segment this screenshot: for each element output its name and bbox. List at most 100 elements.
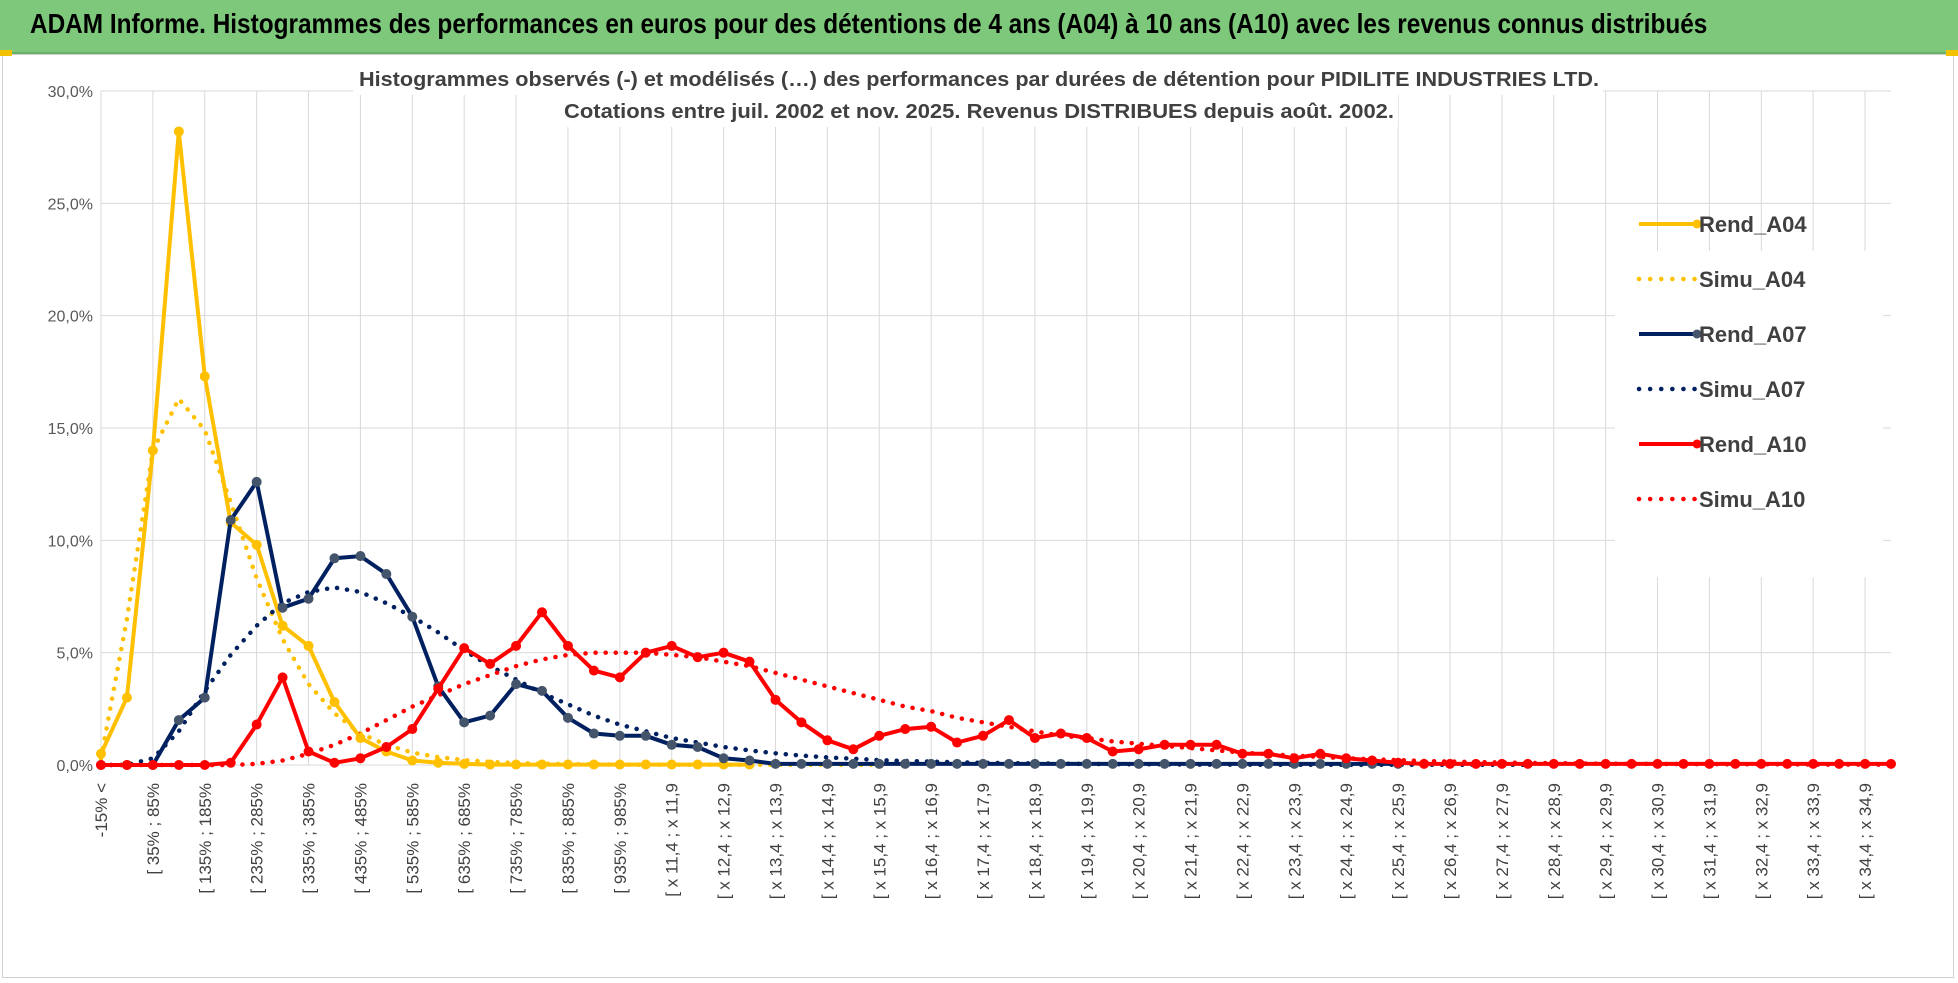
data-point	[1496, 758, 1507, 769]
x-tick-label: [ x 28,4 ; x 28,9	[1545, 783, 1564, 899]
series-line-simu_a07	[98, 585, 1531, 768]
data-point	[1522, 758, 1533, 769]
data-point	[1237, 748, 1248, 759]
data-point	[537, 685, 548, 696]
data-point	[1081, 733, 1092, 744]
chart-title: Histogrammes observés (-) et modélisés (…	[359, 69, 1599, 91]
data-point	[1393, 757, 1404, 768]
corner-mark-right	[1946, 50, 1958, 56]
x-tick-label: [ 235% ; 285%	[248, 783, 267, 894]
legend-item-rend_a10: Rend_A10	[1639, 432, 1807, 457]
data-point	[1107, 746, 1118, 757]
legend-item-simu_a10: Simu_A10	[1636, 487, 1805, 512]
corner-mark-left	[0, 50, 12, 56]
data-point	[1133, 744, 1144, 755]
data-point	[744, 656, 755, 667]
data-point	[770, 758, 781, 769]
legend-label: Simu_A10	[1699, 487, 1805, 512]
data-point	[381, 569, 392, 580]
data-point	[355, 753, 366, 764]
x-tick-label: [ x 14,4 ; x 14,9	[818, 783, 837, 899]
legend-item-simu_a04: Simu_A04	[1636, 267, 1806, 292]
data-point	[614, 759, 625, 770]
series-line-rend_a07	[101, 479, 1399, 767]
data-point	[666, 759, 677, 770]
data-point	[1652, 758, 1663, 769]
data-point	[562, 640, 573, 651]
series-simu_a10	[98, 650, 1894, 768]
data-point	[1185, 758, 1196, 769]
data-point	[1055, 758, 1066, 769]
chart-legend: Rend_A04 Simu_A04 Rend_A07 Simu_A07 Rend_A10…	[1615, 212, 1883, 577]
y-tick-label: 20,0%	[48, 309, 93, 326]
data-point	[407, 724, 418, 735]
data-point	[303, 593, 314, 604]
x-tick-label: [ 935% ; 985%	[611, 783, 630, 894]
x-tick-label: -15% <	[92, 783, 111, 837]
data-point	[666, 640, 677, 651]
data-point	[1289, 753, 1300, 764]
data-point	[640, 759, 651, 770]
data-point	[251, 539, 262, 550]
data-point	[303, 746, 314, 757]
data-point	[96, 760, 106, 770]
x-tick-label: [ 635% ; 685%	[455, 783, 474, 894]
x-tick-label: [ 835% ; 885%	[559, 783, 578, 894]
data-point	[199, 692, 210, 703]
x-tick-label: [ 535% ; 585%	[403, 783, 422, 894]
data-point	[537, 607, 548, 618]
data-point	[433, 757, 444, 768]
x-tick-label: [ x 29,4 ; x 29,9	[1597, 783, 1616, 899]
data-point	[1003, 758, 1014, 769]
x-tick-label: [ x 11,4 ; x 11,9	[663, 783, 682, 897]
data-point	[1886, 758, 1896, 769]
legend-marker	[1692, 439, 1702, 449]
y-axis-ticks: 0,0% 5,0% 10,0% 15,0% 20,0% 25,0% 30,0%	[48, 84, 93, 775]
x-tick-label: [ x 22,4 ; x 22,9	[1233, 783, 1252, 899]
series-layer	[96, 126, 1896, 770]
data-point	[485, 710, 496, 721]
data-point	[1444, 758, 1455, 769]
x-tick-label: [ x 30,4 ; x 30,9	[1649, 783, 1668, 899]
data-point	[1237, 758, 1248, 769]
data-point	[251, 476, 262, 487]
data-point	[277, 602, 288, 613]
data-point	[485, 759, 496, 770]
data-point	[874, 758, 885, 769]
data-point	[1704, 758, 1715, 769]
data-point	[511, 640, 522, 651]
data-point	[225, 515, 236, 526]
data-point	[121, 760, 132, 770]
data-point	[1003, 715, 1014, 726]
legend-background	[1615, 251, 1883, 577]
x-tick-label: [ x 12,4 ; x 12,9	[715, 783, 734, 899]
data-point	[277, 620, 288, 631]
data-point	[640, 647, 651, 658]
data-point	[1600, 758, 1611, 769]
data-point	[121, 692, 132, 703]
data-point	[277, 672, 288, 683]
data-point	[199, 760, 210, 770]
x-tick-label: [ x 19,4 ; x 19,9	[1078, 783, 1097, 899]
series-rend_a07	[96, 476, 1404, 770]
x-tick-label: [ x 20,4 ; x 20,9	[1130, 783, 1149, 899]
data-point	[1574, 758, 1585, 769]
data-point	[796, 758, 807, 769]
data-point	[1315, 748, 1326, 759]
data-point	[537, 759, 548, 770]
data-point	[381, 742, 392, 753]
chart-title-block: Histogrammes observés (-) et modélisés (…	[353, 61, 1603, 127]
data-point	[796, 717, 807, 728]
data-point	[640, 730, 651, 741]
y-tick-label: 15,0%	[48, 421, 93, 438]
x-tick-label: [ x 25,4 ; x 25,9	[1389, 783, 1408, 899]
data-point	[1315, 758, 1326, 769]
data-point	[926, 721, 937, 732]
data-point	[718, 647, 729, 658]
data-point	[1211, 739, 1222, 750]
chart-subtitle: Cotations entre juil. 2002 et nov. 2025.…	[564, 101, 1394, 123]
data-point	[1185, 739, 1196, 750]
grid-layer	[100, 90, 1891, 766]
data-point	[692, 759, 703, 770]
data-point	[770, 694, 781, 705]
